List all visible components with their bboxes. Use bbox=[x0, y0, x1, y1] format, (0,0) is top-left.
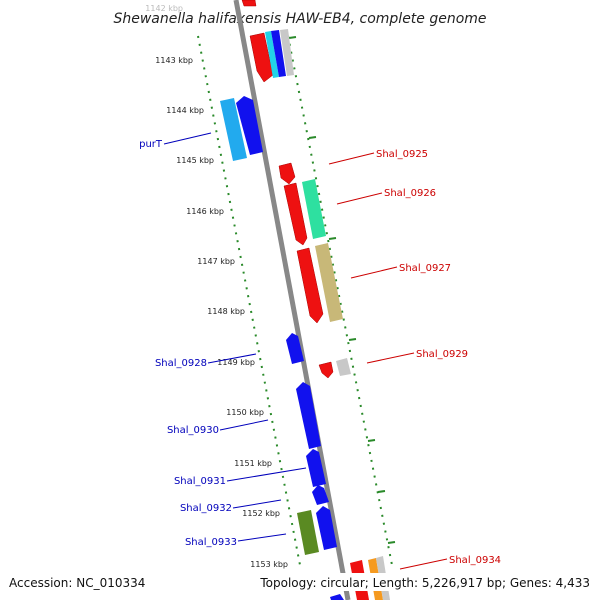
label-Shal_0925[interactable]: Shal_0925 bbox=[376, 149, 428, 160]
gene-purT-2[interactable] bbox=[236, 96, 263, 155]
kbp-label-1145: 1145 kbp bbox=[176, 156, 214, 165]
footer-background bbox=[0, 573, 600, 591]
left-scale-line bbox=[197, 35, 301, 566]
kbp-label-1150: 1150 kbp bbox=[226, 408, 264, 417]
right-gene-labels: Shal_0925 Shal_0926 Shal_0927 Shal_0929 … bbox=[328, 149, 501, 570]
gene-Shal_0933[interactable] bbox=[297, 510, 319, 555]
gene-Shal_0927b[interactable] bbox=[315, 243, 343, 322]
kbp-label-1147: 1147 kbp bbox=[197, 257, 235, 266]
gene-Shal_0926[interactable] bbox=[302, 179, 326, 239]
right-ticks bbox=[288, 36, 396, 544]
label-Shal_0934[interactable]: Shal_0934 bbox=[449, 555, 501, 566]
gene-Shal_0927[interactable] bbox=[296, 247, 324, 324]
gene-Shal_0931[interactable] bbox=[306, 449, 326, 487]
gene-Shal_0932[interactable] bbox=[312, 485, 329, 505]
gene-Shal_0928[interactable] bbox=[286, 333, 304, 364]
kbp-label-1142: 1142 kbp bbox=[145, 4, 183, 13]
right-scale-line bbox=[287, 35, 393, 566]
gene-top-red[interactable] bbox=[241, 0, 257, 7]
kbp-label-1153: 1153 kbp bbox=[250, 560, 288, 569]
label-purT[interactable]: purT bbox=[139, 139, 163, 150]
kbp-label-1151: 1151 kbp bbox=[234, 459, 272, 468]
gene-bottom-blue[interactable] bbox=[330, 594, 344, 600]
accession-text: Accession: NC_010334 bbox=[9, 576, 145, 590]
label-Shal_0927[interactable]: Shal_0927 bbox=[399, 263, 451, 274]
kbp-label-1152: 1152 kbp bbox=[242, 509, 280, 518]
gene-top-red-2[interactable] bbox=[249, 32, 274, 83]
gene-purT[interactable] bbox=[220, 98, 247, 161]
gene-top-cyan[interactable] bbox=[265, 31, 279, 78]
kbp-label-1144: 1144 kbp bbox=[166, 106, 204, 115]
label-Shal_0932[interactable]: Shal_0932 bbox=[180, 503, 232, 514]
label-Shal_0929[interactable]: Shal_0929 bbox=[416, 349, 468, 360]
gene-top-grey[interactable] bbox=[280, 29, 294, 76]
kbp-label-1148: 1148 kbp bbox=[207, 307, 245, 316]
gene-top-blue[interactable] bbox=[271, 30, 286, 77]
label-Shal_0930[interactable]: Shal_0930 bbox=[167, 425, 219, 436]
label-Shal_0933[interactable]: Shal_0933 bbox=[185, 537, 237, 548]
label-Shal_0931[interactable]: Shal_0931 bbox=[174, 476, 226, 487]
gene-Shal_0929[interactable] bbox=[318, 361, 334, 379]
gene-Shal_0925[interactable] bbox=[278, 162, 296, 185]
kbp-label-1143: 1143 kbp bbox=[155, 56, 193, 65]
gene-Shal_0925b[interactable] bbox=[283, 182, 308, 246]
kbp-label-1146: 1146 kbp bbox=[186, 207, 224, 216]
label-Shal_0926[interactable]: Shal_0926 bbox=[384, 188, 436, 199]
gene-Shal_0929b[interactable] bbox=[336, 358, 351, 376]
label-Shal_0928[interactable]: Shal_0928 bbox=[155, 358, 207, 369]
map-title: Shewanella halifaxensis HAW-EB4, complet… bbox=[113, 11, 486, 27]
left-gene-labels: purT Shal_0928 Shal_0930 Shal_0931 Shal_… bbox=[139, 132, 307, 548]
genome-backbone bbox=[233, 0, 351, 600]
gene-Shal_0930[interactable] bbox=[296, 382, 321, 449]
kbp-tick-labels: 1142 kbp 1143 kbp 1144 kbp 1145 kbp 1146… bbox=[145, 4, 288, 569]
genes-reverse bbox=[220, 96, 344, 600]
gene-Shal_0933b[interactable] bbox=[316, 506, 337, 550]
kbp-label-1149: 1149 kbp bbox=[217, 358, 255, 367]
topology-text: Topology: circular; Length: 5,226,917 bp… bbox=[259, 576, 590, 590]
